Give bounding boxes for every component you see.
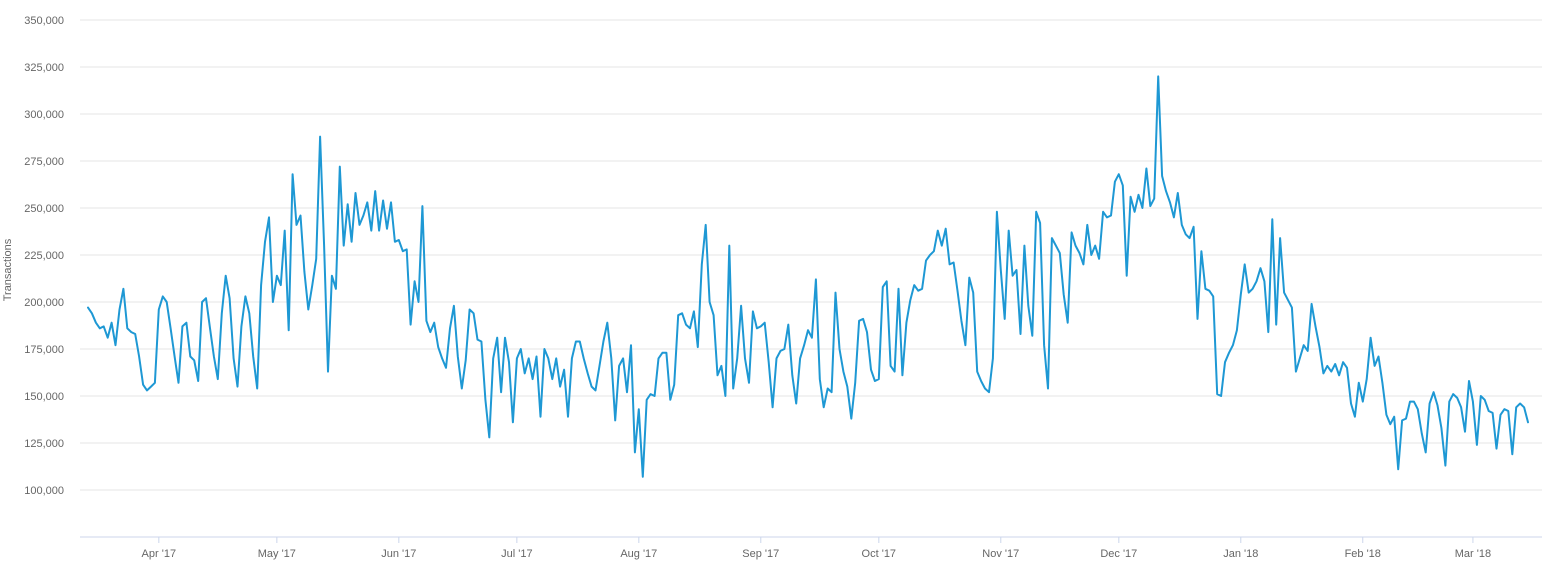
x-tick-label: Feb '18 [1345,548,1381,560]
x-tick-label: Nov '17 [982,548,1019,560]
y-tick-label: 275,000 [24,156,64,168]
x-tick-label: Dec '17 [1100,548,1137,560]
x-tick-label: Aug '17 [620,548,657,560]
x-tick-label: Mar '18 [1455,548,1491,560]
y-tick-label: 350,000 [24,15,64,27]
y-tick-label: 150,000 [24,391,64,403]
x-tick-label: Sep '17 [742,548,779,560]
y-tick-label: 125,000 [24,438,64,450]
x-tick-label: Jul '17 [501,548,532,560]
y-tick-label: 100,000 [24,485,64,497]
x-tick-label: May '17 [258,548,296,560]
y-tick-label: 250,000 [24,203,64,215]
x-tick-label: Oct '17 [862,548,897,560]
y-tick-label: 225,000 [24,250,64,262]
y-tick-label: 325,000 [24,62,64,74]
transactions-series-line[interactable] [87,75,1529,478]
y-tick-label: 200,000 [24,297,64,309]
y-tick-label: 300,000 [24,109,64,121]
x-tick-label: Jan '18 [1223,548,1258,560]
x-tick-label: Jun '17 [381,548,416,560]
y-tick-label: 175,000 [24,344,64,356]
x-tick-label: Apr '17 [142,548,177,560]
